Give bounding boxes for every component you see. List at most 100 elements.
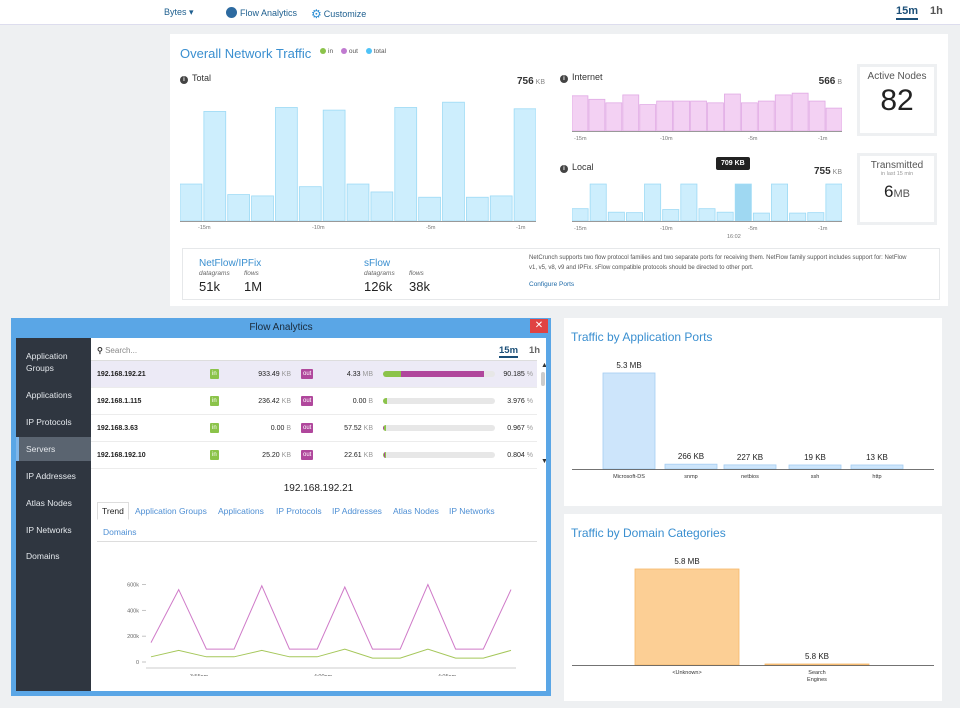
sidebar-item-servers[interactable]: Servers [16,437,91,461]
chart-bar[interactable] [664,463,718,470]
chart-bar[interactable] [788,464,842,470]
scrollbar-thumb[interactable] [541,372,545,386]
chart-bar[interactable] [588,98,606,132]
chart-bar[interactable] [607,211,625,222]
chart-bar[interactable] [622,94,640,132]
sidebar-item-applications[interactable]: Applications [26,390,72,400]
table-row[interactable]: 192.168.1.115 in 236.42 KB out 0.00 B 3.976 % [91,388,537,415]
chart-bar[interactable] [589,183,607,222]
units-dropdown[interactable]: Bytes ▾ [164,7,194,17]
customize-button[interactable]: ⚙ Customize [311,7,366,21]
chart-bar[interactable] [442,101,465,222]
sidebar-item-domains[interactable]: Domains [26,551,60,561]
tab-ip-addresses[interactable]: IP Addresses [332,506,382,516]
sidebar-item-ip-protocols[interactable]: IP Protocols [26,417,72,427]
chart-bar[interactable] [639,104,657,132]
chart-bar[interactable] [791,92,809,132]
chart-bar[interactable] [626,212,643,222]
chart-bar[interactable] [807,212,825,222]
chart-bar[interactable] [634,568,740,666]
chart-bar[interactable] [513,108,536,222]
chart-bar[interactable] [723,464,777,470]
chart-bar[interactable] [370,191,394,222]
sidebar-item-ip-networks[interactable]: IP Networks [26,525,72,535]
tab-domains[interactable]: Domains [103,527,137,537]
tab-ip-protocols[interactable]: IP Protocols [276,506,322,516]
range-1h-tab[interactable]: 1h [529,345,541,356]
active-nodes-card[interactable]: Active Nodes 82 [857,64,937,136]
tab-atlas-nodes[interactable]: Atlas Nodes [393,506,439,516]
chart-bar[interactable] [774,94,792,132]
tab-applications[interactable]: Applications [218,506,264,516]
chart-bar[interactable] [707,102,724,132]
chart-bar[interactable] [734,183,752,222]
trend-out-line[interactable] [150,583,512,650]
netflow-title[interactable]: NetFlow/IPFix [199,258,262,269]
chart-bar[interactable] [740,102,758,132]
chart-bar[interactable] [825,183,842,222]
chart-bar[interactable] [251,195,274,222]
chart-bar[interactable] [489,195,513,222]
chart-bar[interactable] [662,209,680,222]
chart-bar[interactable] [227,194,251,222]
chart-bar[interactable] [680,183,698,222]
sidebar-item-atlas-nodes[interactable]: Atlas Nodes [26,498,72,508]
chart-bar[interactable] [764,663,870,666]
scroll-up-icon[interactable]: ▲ [541,362,546,369]
chart-bar[interactable] [418,196,441,222]
table-row[interactable]: 192.168.192.10 in 25.20 KB out 22.61 KB 0.804… [91,442,537,469]
chart-bar[interactable] [771,183,788,222]
chart-bar[interactable] [825,107,842,132]
chart-bar[interactable] [602,372,656,470]
tab-ip-networks[interactable]: IP Networks [449,506,495,516]
sflow-title[interactable]: sFlow [364,258,391,269]
range-15m-tab[interactable]: 15m [499,345,519,358]
chart-bar[interactable] [789,212,807,222]
traffic-bar [383,425,495,431]
chart-bar[interactable] [673,100,690,132]
chart-bar[interactable] [394,107,418,222]
search-input[interactable]: ⚲ Search... [97,346,137,355]
table-row[interactable]: 192.168.192.21 in 933.49 KB out 4.33 MB 90.18… [91,361,537,388]
transmitted-card[interactable]: Transmitted in last 15 min 6MB [857,153,937,225]
scroll-down-icon[interactable]: ▼ [541,458,546,465]
chart-bar[interactable] [757,100,775,132]
chart-bar[interactable] [752,212,770,222]
chart-bar[interactable] [203,111,227,222]
info-icon[interactable]: i [180,76,188,84]
chart-bar[interactable] [346,183,370,222]
chart-bar[interactable] [605,102,623,132]
chart-bar[interactable] [572,95,589,132]
sidebar-item-ip-addresses[interactable]: IP Addresses [26,471,76,481]
info-icon[interactable]: i [560,75,568,83]
sidebar-item-application-groups[interactable]: Application Groups [26,351,68,373]
trend-in-line[interactable] [150,648,512,659]
chart-bar[interactable] [724,93,741,132]
traffic-bar-out [400,371,484,377]
chart-bar[interactable] [698,208,716,222]
chart-bar[interactable] [275,107,298,222]
chart-bar[interactable] [180,183,203,222]
chart-bar[interactable] [322,109,346,222]
chart-bar[interactable] [690,100,707,132]
flow-analytics-button[interactable]: Flow Analytics [226,7,297,18]
range-15m-button[interactable]: 15m [896,5,919,20]
chart-bar[interactable] [850,464,904,470]
chart-bar[interactable] [298,186,322,222]
chart-bar[interactable] [808,100,826,132]
tab-trend[interactable]: Trend [97,502,129,520]
range-1h-button[interactable]: 1h [930,5,943,17]
chart-bar[interactable] [465,196,489,222]
tab-application-groups[interactable]: Application Groups [135,506,207,516]
sflow-datagrams-label: datagrams [364,270,395,277]
info-icon[interactable]: i [560,165,568,173]
chart-bar[interactable] [572,208,589,222]
chart-bar[interactable] [644,183,662,222]
selected-server-ip: 192.168.192.21 [283,483,354,494]
window-title[interactable]: Flow Analytics [249,322,313,333]
chart-bar[interactable] [656,100,674,132]
chart-bar[interactable] [716,211,734,222]
close-icon[interactable]: ✕ [530,319,548,333]
configure-ports-link[interactable]: Configure Ports [529,281,575,288]
